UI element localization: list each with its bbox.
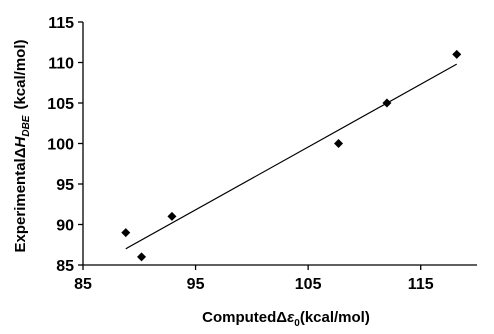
y-axis-title-prefix: Experimental — [12, 158, 29, 252]
x-axis-title-subscript: 0 — [294, 318, 300, 329]
data-point — [137, 252, 147, 262]
y-tick-label: 85 — [56, 258, 74, 275]
trendline — [125, 63, 458, 250]
y-tick-label: 95 — [56, 177, 74, 194]
y-tick-label: 100 — [47, 137, 74, 154]
y-tick-label: 110 — [48, 56, 74, 73]
x-axis-title-prefix: Computed — [202, 309, 276, 326]
ticks: 85 90 95 100 105 110 115 85 95 105 115 — [47, 15, 433, 293]
data-points — [121, 49, 462, 262]
y-axis-title-delta: Δ — [12, 147, 29, 158]
data-point — [452, 49, 462, 59]
data-point — [382, 98, 392, 108]
data-point — [167, 211, 177, 221]
y-axis-title: ExperimentalΔHDBE (kcal/mol) — [12, 40, 32, 253]
x-tick-label: 85 — [74, 276, 92, 293]
y-tick-label: 115 — [48, 15, 74, 32]
x-tick-label: 95 — [187, 276, 205, 293]
y-tick-label: 90 — [56, 218, 74, 235]
axes — [82, 22, 477, 266]
y-axis-title-subscript: DBE — [21, 115, 32, 136]
y-tick-label: 105 — [47, 96, 74, 113]
data-point — [121, 228, 131, 238]
x-axis-title: ComputedΔε0(kcal/mol) — [202, 309, 370, 329]
x-axis-title-symbol: ε — [287, 309, 295, 326]
y-axis-title-unit: (kcal/mol) — [12, 40, 29, 110]
trendline-layer — [125, 63, 458, 250]
x-tick-label: 115 — [408, 276, 434, 293]
x-axis-title-delta: Δ — [276, 309, 287, 326]
y-axis-title-symbol: H — [12, 136, 29, 148]
x-tick-label: 105 — [295, 276, 322, 293]
data-point — [334, 139, 344, 148]
x-axis-title-unit: (kcal/mol) — [300, 309, 370, 326]
